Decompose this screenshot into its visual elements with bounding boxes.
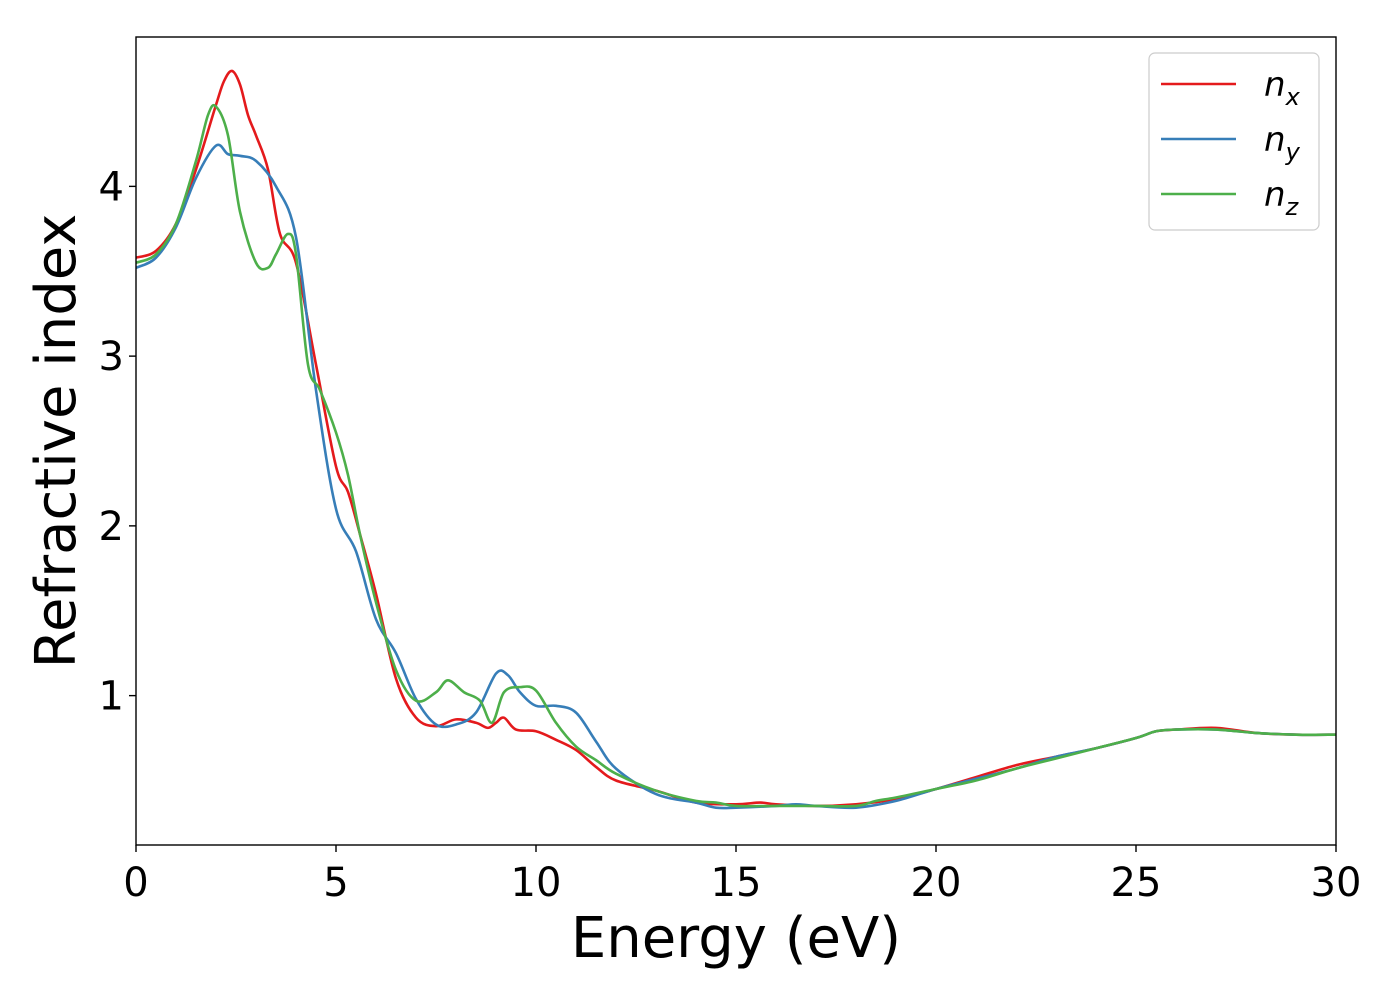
x-axis-label: Energy (eV) xyxy=(571,906,901,971)
legend-label-nz: nz xyxy=(1264,175,1300,221)
x-tick-label: 25 xyxy=(1111,860,1162,906)
x-tick-label: 30 xyxy=(1311,860,1362,906)
y-tick-label: 4 xyxy=(99,164,124,210)
legend-items: nx ny nz xyxy=(1161,65,1301,221)
y-axis-ticks: 1 2 3 4 xyxy=(99,164,136,720)
x-tick-label: 0 xyxy=(123,860,148,906)
y-tick-label: 2 xyxy=(99,504,124,550)
x-tick-label: 15 xyxy=(711,860,762,906)
legend-frame xyxy=(1148,52,1320,231)
x-tick-label: 5 xyxy=(323,860,348,906)
y-tick-label: 3 xyxy=(99,334,124,380)
y-axis-label: Refractive index xyxy=(24,214,89,669)
legend-label-nx: nx xyxy=(1264,65,1301,111)
legend-label-ny: ny xyxy=(1264,120,1301,166)
series-line-nx xyxy=(136,69,1336,808)
x-tick-label: 10 xyxy=(511,860,562,906)
x-tick-label: 20 xyxy=(911,860,962,906)
series-line-ny xyxy=(136,143,1336,810)
series-layer xyxy=(136,69,1336,810)
y-tick-label: 1 xyxy=(99,674,124,720)
x-axis-ticks: 0 5 10 15 20 25 30 xyxy=(123,845,1361,906)
series-line-nz xyxy=(136,103,1336,808)
legend: nx ny nz xyxy=(1148,52,1320,231)
